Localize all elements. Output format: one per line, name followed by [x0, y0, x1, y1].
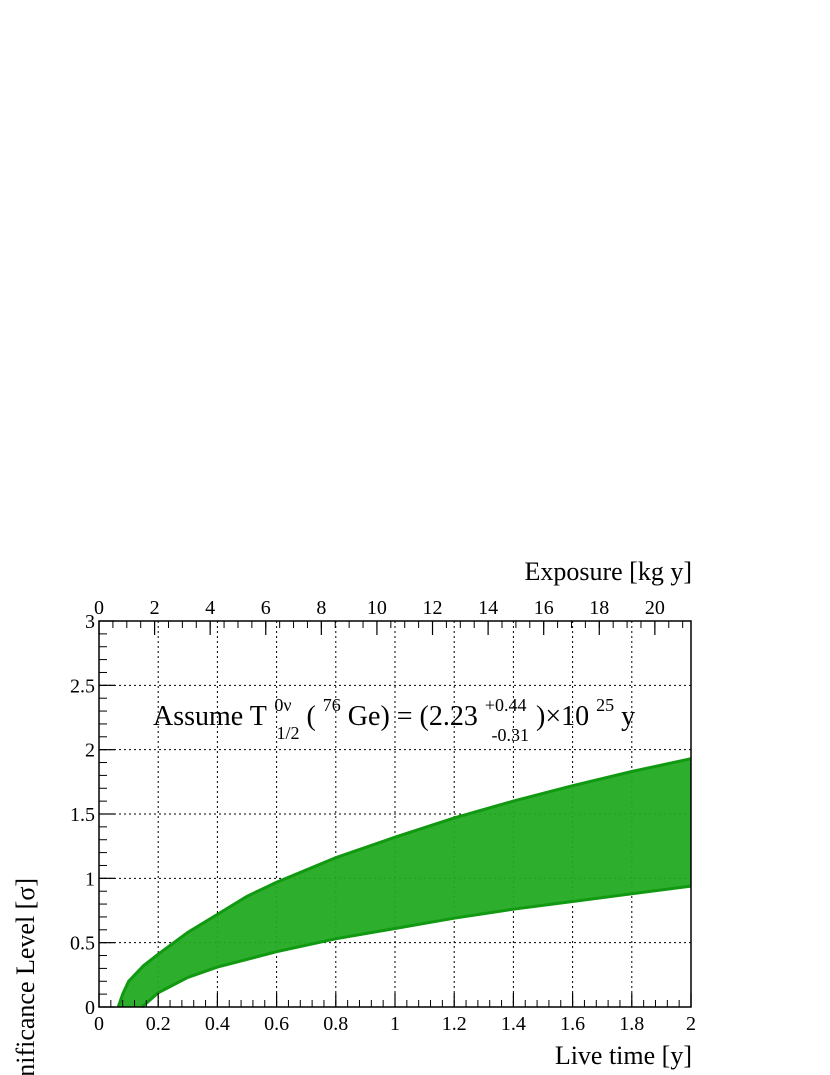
- x2-tick-label: 12: [423, 597, 443, 619]
- y-tick-label: 1: [85, 868, 95, 890]
- x-tick-label: 0.4: [205, 1013, 230, 1035]
- annotation-unit: y: [621, 701, 635, 732]
- x2-tick-label: 6: [261, 597, 271, 619]
- x2-tick-label: 8: [316, 597, 326, 619]
- significance-band: [118, 758, 691, 1007]
- x-tick-label: 2: [686, 1013, 696, 1035]
- annotation-open: (: [306, 701, 315, 732]
- x-tick-label: 1.4: [501, 1013, 526, 1035]
- y-axis-title: Significance Level [σ]: [11, 878, 40, 1075]
- annotation-t-sup: 0ν: [274, 695, 291, 715]
- x-tick-label: 1.6: [560, 1013, 585, 1035]
- annotation-err-up: +0.44: [485, 695, 527, 715]
- annotation-mult: )×10: [536, 701, 589, 732]
- top-axis-title: Exposure [kg y]: [524, 557, 692, 586]
- annotation-lead: Assume T: [153, 701, 267, 732]
- x2-tick-label: 20: [645, 597, 665, 619]
- y-tick-label: 3: [85, 611, 95, 633]
- x2-tick-label: 18: [589, 597, 609, 619]
- x-tick-labels: 0 0.2 0.4 0.6 0.8 1 1.2 1.4 1.6 1.8 2: [94, 1013, 696, 1035]
- y-tick-label: 0: [85, 997, 95, 1019]
- x2-tick-label: 2: [150, 597, 160, 619]
- annotation-t-sub: 1/2: [276, 723, 299, 743]
- annotation-iso-sup: 76: [323, 695, 341, 715]
- x2-tick-label: 4: [205, 597, 215, 619]
- x-tick-label: 1.8: [619, 1013, 644, 1035]
- band-lower-edge: [140, 884, 692, 1009]
- x-tick-label: 1: [390, 1013, 400, 1035]
- y-tick-label: 2.5: [70, 675, 95, 697]
- x2-tick-label: 14: [478, 597, 498, 619]
- x-tick-label: 1.2: [442, 1013, 467, 1035]
- x2-tick-label: 10: [367, 597, 387, 619]
- x2-tick-label: 0: [94, 597, 104, 619]
- x-tick-label: 0: [94, 1013, 104, 1035]
- annotation-iso: Ge) = (2.23: [348, 701, 478, 732]
- annotation-exp: 25: [596, 695, 614, 715]
- band-layer: [116, 757, 692, 1009]
- y-tick-label: 0.5: [70, 933, 95, 955]
- x2-tick-label: 16: [534, 597, 554, 619]
- y-tick-label: 1.5: [70, 804, 95, 826]
- y-tick-labels: 0 0.5 1 1.5 2 2.5 3: [70, 611, 95, 1019]
- annotation-err-down: -0.31: [492, 725, 530, 745]
- band-upper-edge: [116, 757, 692, 1008]
- x-axis-title: Live time [y]: [555, 1041, 692, 1070]
- x2-tick-labels: 0 2 4 6 8 10 12 14 16 18 20: [94, 597, 665, 619]
- x-tick-label: 0.2: [146, 1013, 171, 1035]
- annotation: Assume T 0ν 1/2 ( 76 Ge) = (2.23 +0.44 -…: [153, 687, 635, 748]
- x-tick-label: 0.6: [264, 1013, 289, 1035]
- tick-marks: [98, 620, 692, 1008]
- x-tick-label: 0.8: [323, 1013, 348, 1035]
- y-tick-label: 2: [85, 740, 95, 762]
